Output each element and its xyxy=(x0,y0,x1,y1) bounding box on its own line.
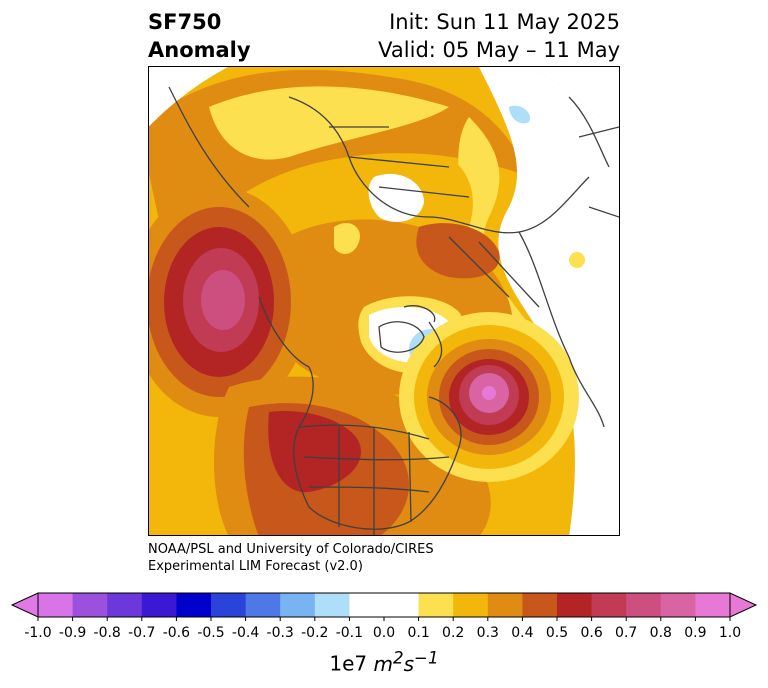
colorbar-swatch xyxy=(141,593,177,617)
colorbar-tick-label: 0.9 xyxy=(684,625,707,641)
colorbar-tick-label: 1.0 xyxy=(718,625,742,641)
colorbar-tick-label: -0.3 xyxy=(266,625,294,641)
colorbar-tick-label: 0.4 xyxy=(511,625,534,641)
field-neutral-atlantic xyxy=(368,173,424,222)
colorbar-tick-label: -0.5 xyxy=(197,625,225,641)
units-s: s xyxy=(403,651,415,676)
colorbar-swatch xyxy=(72,593,108,617)
credit-line-1: NOAA/PSL and University of Colorado/CIRE… xyxy=(148,542,434,557)
credit-line-2: Experimental LIM Forecast (v2.0) xyxy=(148,559,363,574)
valid-period: Valid: 05 May – 11 May xyxy=(378,38,620,62)
units-s-exp: −1 xyxy=(414,648,439,667)
colorbar-swatch xyxy=(38,593,74,617)
colorbar-tick-label: -0.2 xyxy=(301,625,329,641)
anomaly-map xyxy=(149,67,619,535)
colorbar-swatch xyxy=(660,593,696,617)
credit-block: NOAA/PSL and University of Colorado/CIRE… xyxy=(148,541,434,575)
field-red-america xyxy=(268,411,361,493)
field-brown-siberia xyxy=(416,223,500,279)
colorbar-swatch xyxy=(107,593,143,617)
colorbar-tick-label: 0.7 xyxy=(615,625,638,641)
colorbar-swatch xyxy=(487,593,523,617)
colorbar-swatch xyxy=(349,593,385,617)
colorbar-tick-label: 0.2 xyxy=(442,625,465,641)
colorbar-tick-label: 0.6 xyxy=(580,625,603,641)
colorbar-swatch xyxy=(314,593,350,617)
colorbar-ticks: -1.0 -0.9 -0.8 -0.7 -0.6 -0.5 -0.4 -0.3 -0.2 -0.1… xyxy=(0,625,768,645)
title-block: SF750 Anomaly xyxy=(148,8,251,64)
field-kind: Anomaly xyxy=(148,38,251,62)
units-m: m xyxy=(373,651,393,676)
colorbar-swatch xyxy=(176,593,212,617)
colorbar-tick-label: -0.7 xyxy=(128,625,156,641)
colorbar-tick-label: -0.1 xyxy=(335,625,364,641)
colorbar xyxy=(10,592,758,621)
init-date: Init: Sun 11 May 2025 xyxy=(389,10,620,34)
colorbar-tick-label: 0.0 xyxy=(372,625,396,641)
colorbar-tick-label: 0.1 xyxy=(407,625,430,641)
colorbar-tick-label: -0.9 xyxy=(58,625,87,641)
colorbar-tick-label: -1.0 xyxy=(24,625,52,641)
colorbar-tick-label: -0.8 xyxy=(93,625,121,641)
colorbar-swatch xyxy=(626,593,662,617)
field-lightblue-ne xyxy=(509,105,530,124)
colorbar-tick-label: -0.6 xyxy=(162,625,191,641)
colorbar-under-arrow xyxy=(10,592,39,618)
colorbar-swatch xyxy=(557,593,593,617)
field-yellow-small xyxy=(334,222,360,254)
variable-name: SF750 xyxy=(148,10,222,34)
field-neutral-east xyxy=(479,67,619,535)
field-magenta-pacific xyxy=(201,270,245,330)
date-block: Init: Sun 11 May 2025 Valid: 05 May – 11… xyxy=(378,8,620,64)
coastlines xyxy=(168,86,619,535)
units-m-exp: 2 xyxy=(393,648,404,667)
colorbar-swatch xyxy=(695,593,731,617)
colorbar-swatch xyxy=(453,593,489,617)
colorbar-tick-label: 0.3 xyxy=(476,625,499,641)
colorbar-swatch xyxy=(591,593,627,617)
colorbar-swatch xyxy=(522,593,558,617)
colorbar-tick-label: 0.5 xyxy=(545,625,569,641)
field-yellow-spot-ne xyxy=(569,252,585,268)
field-violet-atlantic xyxy=(482,386,496,400)
colorbar-tick-label: 0.8 xyxy=(649,625,672,641)
colorbar-swatch xyxy=(280,593,316,617)
map-panel xyxy=(148,66,620,536)
colorbar-swatch xyxy=(418,593,454,617)
colorbar-swatch xyxy=(211,593,247,617)
shaded-field xyxy=(149,67,619,535)
colorbar-tick-label: -0.4 xyxy=(231,625,260,641)
colorbar-swatch xyxy=(245,593,281,617)
units-prefix: 1e7 xyxy=(329,651,374,676)
colorbar-units: 1e7 m2s−1 xyxy=(0,648,768,676)
colorbar-swatch xyxy=(384,593,420,617)
colorbar-over-arrow xyxy=(729,592,758,618)
